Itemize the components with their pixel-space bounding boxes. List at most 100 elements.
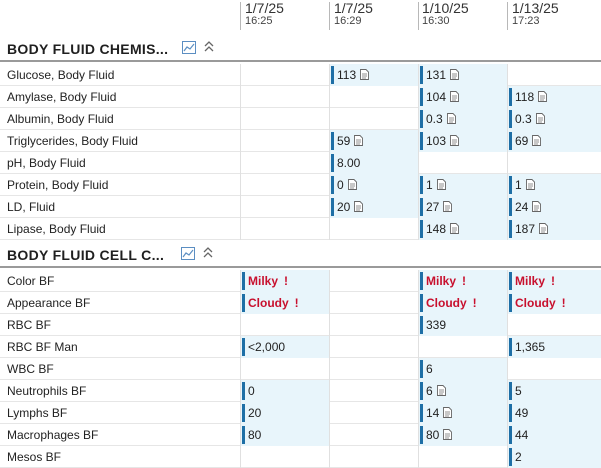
result-cell[interactable]: 14: [418, 402, 507, 424]
result-cell[interactable]: 80: [240, 424, 329, 446]
result-marker: [509, 176, 512, 194]
test-name[interactable]: Protein, Body Fluid: [7, 178, 109, 192]
result-cell[interactable]: 6: [418, 380, 507, 402]
column-separator: [418, 2, 419, 30]
result-cell[interactable]: 5: [507, 380, 601, 402]
empty-cell: [240, 218, 329, 240]
column-header[interactable]: 1/13/25 17:23: [512, 1, 597, 27]
test-name[interactable]: RBC BF Man: [7, 340, 78, 354]
result-marker: [242, 382, 245, 400]
trend-graph-icon[interactable]: [182, 41, 196, 54]
document-icon[interactable]: [532, 201, 542, 212]
document-icon[interactable]: [443, 429, 453, 440]
empty-cell: [240, 314, 329, 336]
test-name[interactable]: Glucose, Body Fluid: [7, 68, 115, 82]
document-icon[interactable]: [436, 385, 446, 396]
document-icon[interactable]: [539, 223, 548, 234]
result-cell[interactable]: Cloudy!: [418, 292, 507, 314]
result-value: 0.3: [515, 112, 545, 126]
result-cell[interactable]: 104: [418, 86, 507, 108]
column-time: 16:29: [334, 15, 362, 27]
result-value: 6: [426, 384, 446, 398]
result-cell[interactable]: <2,000: [240, 336, 329, 358]
test-name[interactable]: Amylase, Body Fluid: [7, 90, 117, 104]
result-cell[interactable]: 2: [507, 446, 601, 468]
test-name[interactable]: Color BF: [7, 274, 55, 288]
test-name[interactable]: Macrophages BF: [7, 428, 99, 442]
section-header[interactable]: BODY FLUID CELL C...: [0, 240, 601, 268]
test-name[interactable]: LD, Fluid: [7, 200, 56, 214]
result-cell[interactable]: 103: [418, 130, 507, 152]
result-cell[interactable]: 118: [507, 86, 601, 108]
result-cell[interactable]: 1: [418, 174, 507, 196]
empty-cell: [240, 86, 329, 108]
test-name[interactable]: Lymphs BF: [7, 406, 68, 420]
column-header[interactable]: 1/10/25 16:30: [422, 1, 507, 27]
result-cell[interactable]: 148: [418, 218, 507, 240]
result-value-text: 5: [515, 384, 522, 398]
double-chevron-up-icon[interactable]: [203, 39, 215, 53]
result-cell[interactable]: 0.3: [507, 108, 601, 130]
result-cell[interactable]: 8.00: [329, 152, 418, 174]
result-cell[interactable]: Milky!: [240, 270, 329, 292]
result-cell[interactable]: 0: [240, 380, 329, 402]
result-cell[interactable]: 1: [507, 174, 601, 196]
document-icon[interactable]: [450, 223, 459, 234]
document-icon[interactable]: [443, 407, 453, 418]
test-name[interactable]: Albumin, Body Fluid: [7, 112, 114, 126]
result-value-text: 80: [426, 428, 440, 442]
document-icon[interactable]: [360, 69, 370, 80]
result-cell[interactable]: 59: [329, 130, 418, 152]
result-cell[interactable]: 49: [507, 402, 601, 424]
test-name[interactable]: pH, Body Fluid: [7, 156, 86, 170]
document-icon[interactable]: [443, 201, 453, 212]
result-cell[interactable]: Milky!: [507, 270, 601, 292]
result-cell[interactable]: 131: [418, 64, 507, 86]
result-cell[interactable]: 1,365: [507, 336, 601, 358]
test-name[interactable]: WBC BF: [7, 362, 54, 376]
result-cell[interactable]: 44: [507, 424, 601, 446]
document-icon[interactable]: [450, 135, 459, 146]
result-marker: [509, 404, 512, 422]
result-cell[interactable]: 6: [418, 358, 507, 380]
result-cell[interactable]: 20: [329, 196, 418, 218]
test-name[interactable]: Neutrophils BF: [7, 384, 87, 398]
empty-cell: [507, 314, 601, 336]
test-name[interactable]: Mesos BF: [7, 450, 62, 464]
test-name[interactable]: RBC BF: [7, 318, 52, 332]
result-value: 44: [515, 428, 528, 442]
result-cell[interactable]: 187: [507, 218, 601, 240]
document-icon[interactable]: [532, 135, 542, 146]
result-cell[interactable]: Cloudy!: [240, 292, 329, 314]
result-cell[interactable]: 0.3: [418, 108, 507, 130]
column-header[interactable]: 1/7/25 16:29: [334, 1, 419, 27]
document-icon[interactable]: [354, 135, 364, 146]
result-cell[interactable]: 27: [418, 196, 507, 218]
result-cell[interactable]: 80: [418, 424, 507, 446]
section-header[interactable]: BODY FLUID CHEMIS...: [0, 34, 601, 62]
document-icon[interactable]: [525, 179, 535, 190]
result-cell[interactable]: 339: [418, 314, 507, 336]
column-header[interactable]: 1/7/25 16:25: [245, 1, 330, 27]
document-icon[interactable]: [535, 113, 545, 124]
test-name[interactable]: Lipase, Body Fluid: [7, 222, 106, 236]
document-icon[interactable]: [347, 179, 357, 190]
document-icon[interactable]: [538, 91, 548, 102]
test-name[interactable]: Triglycerides, Body Fluid: [7, 134, 138, 148]
result-cell[interactable]: 20: [240, 402, 329, 424]
result-marker: [420, 382, 423, 400]
double-chevron-up-icon[interactable]: [202, 245, 214, 259]
result-cell[interactable]: 24: [507, 196, 601, 218]
result-cell[interactable]: 0: [329, 174, 418, 196]
document-icon[interactable]: [446, 113, 456, 124]
result-cell[interactable]: 113: [329, 64, 418, 86]
document-icon[interactable]: [354, 201, 364, 212]
result-cell[interactable]: Milky!: [418, 270, 507, 292]
test-name[interactable]: Appearance BF: [7, 296, 91, 310]
document-icon[interactable]: [450, 69, 459, 80]
document-icon[interactable]: [450, 91, 459, 102]
result-cell[interactable]: 69: [507, 130, 601, 152]
result-cell[interactable]: Cloudy!: [507, 292, 601, 314]
document-icon[interactable]: [436, 179, 446, 190]
trend-graph-icon[interactable]: [181, 247, 195, 260]
